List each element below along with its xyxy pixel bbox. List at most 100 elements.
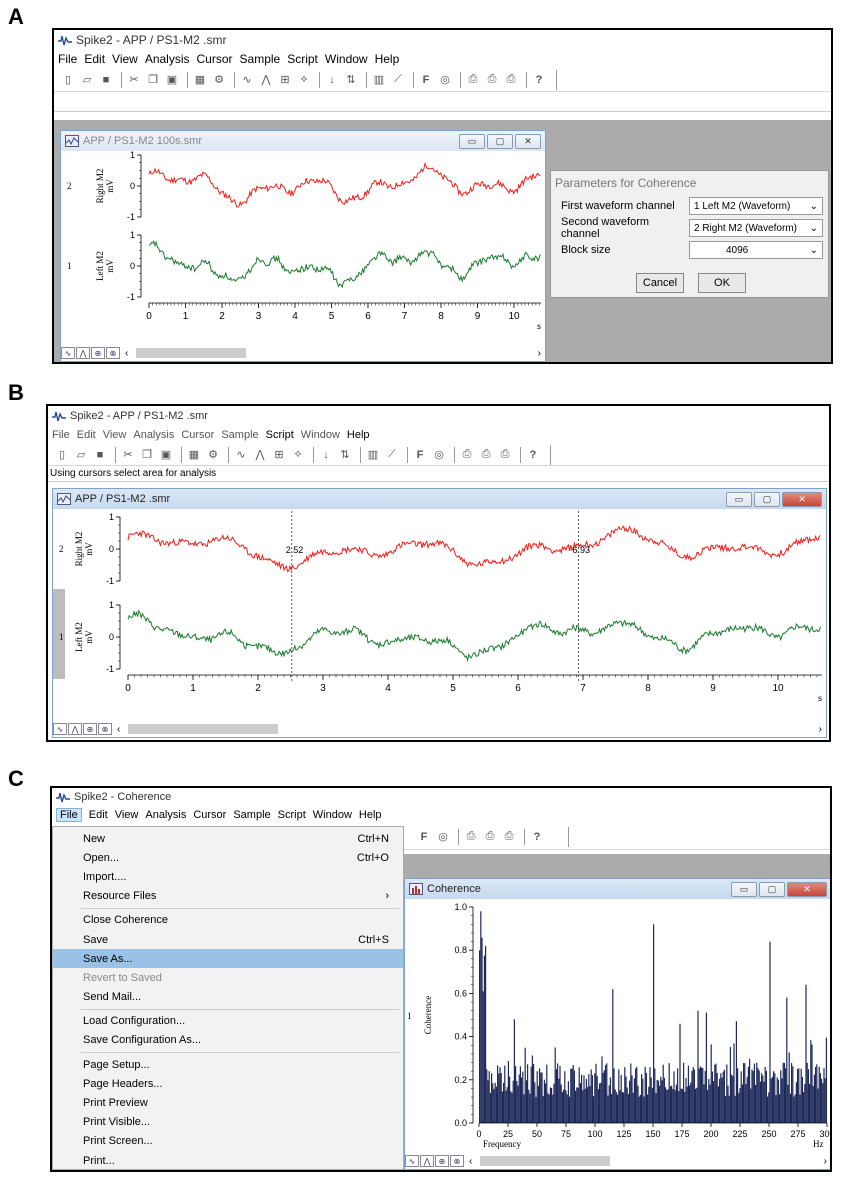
menu-script[interactable]: Script — [265, 429, 294, 441]
waveform-plot-a[interactable]: 2 Right M2 mV 1 0 -1 1 Left M2 mV 1 0 -1 0 1 2 3 4 5 6 7 8 9 1… — [61, 151, 545, 343]
settings-icon[interactable]: ⚙ — [208, 449, 218, 461]
file-menu-item-save-as[interactable]: Save As... — [53, 949, 403, 969]
paste-icon[interactable]: ▣ — [166, 74, 178, 86]
zoom-out-icon[interactable]: ⊗ — [98, 723, 112, 735]
file-menu-item-save-configuration-as[interactable]: Save Configuration As... — [53, 1031, 403, 1050]
menu-script[interactable]: Script — [287, 52, 318, 66]
histogram-icon[interactable]: ▥ — [373, 74, 385, 86]
maximize-button[interactable]: ▢ — [487, 134, 513, 149]
menu-sample[interactable]: Sample — [239, 52, 281, 66]
menu-sample[interactable]: Sample — [221, 429, 259, 441]
menu-view[interactable]: View — [112, 52, 138, 66]
horizontal-scrollbar[interactable]: ∿ ⋀ ⊕ ⊗ ‹ › — [61, 345, 545, 361]
save-icon[interactable]: ■ — [96, 448, 104, 461]
cursor-icon[interactable]: ↓ — [329, 73, 335, 86]
histogram-icon[interactable]: ▥ — [367, 449, 379, 461]
cursor-pair-icon[interactable]: ⇅ — [340, 449, 350, 461]
scroll-right-arrow-icon[interactable]: › — [818, 723, 822, 735]
menu-help[interactable]: Help — [358, 809, 382, 821]
print-visible-icon[interactable]: ⎙ — [481, 448, 491, 460]
scroll-thumb[interactable] — [480, 1156, 611, 1166]
font-icon[interactable]: F — [422, 73, 430, 86]
menu-cursor[interactable]: Cursor — [196, 52, 233, 66]
paste-icon[interactable]: ▣ — [160, 449, 172, 461]
menu-file[interactable]: File — [56, 808, 82, 822]
event-icon[interactable]: ⊞ — [280, 74, 290, 86]
print-visible-icon[interactable]: ⎙ — [487, 73, 497, 85]
print-icon[interactable]: ⎙ — [462, 448, 472, 460]
file-menu-item-import[interactable]: Import.... — [53, 867, 403, 886]
scroll-thumb[interactable] — [136, 348, 247, 358]
horizontal-scrollbar[interactable]: ∿ ⋀ ⊕ ⊗ ‹ › — [405, 1153, 830, 1169]
zoom-in-icon[interactable]: ⊕ — [91, 347, 105, 359]
scroll-mode-icon[interactable]: ∿ — [61, 347, 75, 359]
scroll-right-arrow-icon[interactable]: › — [823, 1155, 827, 1167]
copy-icon[interactable]: ❐ — [148, 74, 158, 86]
file-menu-item-print-screen[interactable]: Print Screen... — [53, 1132, 403, 1151]
scroll-left-arrow-icon[interactable]: ‹ — [125, 347, 129, 359]
zoom-out-icon[interactable]: ⊗ — [450, 1155, 464, 1167]
ok-button[interactable]: OK — [698, 273, 746, 293]
horizontal-scrollbar[interactable]: ∿ ⋀ ⊕ ⊗ ‹ › — [53, 721, 826, 737]
cut-icon[interactable]: ✂ — [123, 449, 133, 461]
spike-icon[interactable]: ⋀ — [261, 74, 271, 86]
menu-edit[interactable]: Edit — [88, 809, 108, 821]
print-icon[interactable]: ⎙ — [466, 830, 476, 842]
waveform-icon[interactable]: ∿ — [242, 74, 252, 86]
file-menu-item-load-configuration[interactable]: Load Configuration... — [53, 1012, 403, 1031]
print-screen-icon[interactable]: ⎙ — [506, 73, 516, 85]
menu-analysis[interactable]: Analysis — [144, 52, 190, 66]
scroll-left-arrow-icon[interactable]: ‹ — [469, 1155, 473, 1167]
xy-plot-icon[interactable]: ⟋ — [388, 448, 396, 460]
color-icon[interactable]: ◎ — [440, 74, 450, 86]
maximize-button[interactable]: ▢ — [754, 492, 780, 507]
file-menu-item-open[interactable]: Open... Ctrl+O — [53, 848, 403, 867]
block-size-select[interactable]: 4096 ⌄ — [689, 241, 823, 259]
help-icon[interactable]: ? — [529, 448, 537, 461]
copy-icon[interactable]: ❐ — [142, 449, 152, 461]
file-menu-item-send-mail[interactable]: Send Mail... — [53, 988, 403, 1007]
spike-icon[interactable]: ⋀ — [255, 449, 265, 461]
help-icon[interactable]: ? — [533, 830, 541, 843]
file-menu-item-print-preview[interactable]: Print Preview — [53, 1093, 403, 1112]
waveform-mode-icon[interactable]: ⋀ — [76, 347, 90, 359]
waveform-plot-b[interactable]: 2 Right M2 mV 1 0 -1 1 Left M2 mV 1 0 -1 0 1 2 3 4 5 6 7 8 9 1… — [53, 509, 826, 719]
file-menu-item-new[interactable]: New Ctrl+N — [53, 829, 403, 848]
font-icon[interactable]: F — [416, 448, 424, 461]
new-file-icon[interactable]: ▯ — [64, 74, 72, 86]
print-screen-icon[interactable]: ⎙ — [504, 830, 514, 842]
scroll-right-arrow-icon[interactable]: › — [537, 347, 541, 359]
waveform-icon[interactable]: ∿ — [236, 449, 246, 461]
event-icon[interactable]: ⊞ — [274, 449, 284, 461]
menu-file[interactable]: File — [58, 52, 78, 66]
zoom-in-icon[interactable]: ⊕ — [435, 1155, 449, 1167]
open-folder-icon[interactable]: ▱ — [76, 449, 86, 461]
menu-script[interactable]: Script — [277, 809, 306, 821]
color-icon[interactable]: ◎ — [438, 831, 448, 843]
menu-help[interactable]: Help — [374, 52, 400, 66]
file-menu-item-print-visible[interactable]: Print Visible... — [53, 1113, 403, 1132]
minimize-button[interactable]: ▭ — [731, 882, 757, 897]
cursor-pair-icon[interactable]: ⇅ — [346, 74, 356, 86]
scroll-left-arrow-icon[interactable]: ‹ — [117, 723, 121, 735]
file-menu-item-resource-files[interactable]: Resource Files › — [53, 887, 403, 906]
file-menu-item-page-headers[interactable]: Page Headers... — [53, 1074, 403, 1093]
scroll-mode-icon[interactable]: ∿ — [405, 1155, 419, 1167]
file-menu-item-page-setup[interactable]: Page Setup... — [53, 1055, 403, 1074]
zoom-in-icon[interactable]: ⊕ — [83, 723, 97, 735]
print-screen-icon[interactable]: ⎙ — [500, 448, 510, 460]
file-menu-item-close-coherence[interactable]: Close Coherence — [53, 911, 403, 930]
xy-plot-icon[interactable]: ⟋ — [394, 73, 402, 85]
menu-help[interactable]: Help — [346, 429, 370, 441]
settings-icon[interactable]: ⚙ — [214, 74, 224, 86]
close-button[interactable]: ✕ — [515, 134, 541, 149]
menu-window[interactable]: Window — [300, 429, 340, 441]
minimize-button[interactable]: ▭ — [726, 492, 752, 507]
cursor-icon[interactable]: ↓ — [323, 448, 329, 461]
menu-edit[interactable]: Edit — [76, 429, 96, 441]
grid-icon[interactable]: ▦ — [194, 74, 206, 86]
grid-icon[interactable]: ▦ — [188, 449, 200, 461]
cut-icon[interactable]: ✂ — [129, 74, 139, 86]
first-channel-select[interactable]: 1 Left M2 (Waveform) ⌄ — [689, 197, 823, 215]
menu-cursor[interactable]: Cursor — [181, 429, 215, 441]
